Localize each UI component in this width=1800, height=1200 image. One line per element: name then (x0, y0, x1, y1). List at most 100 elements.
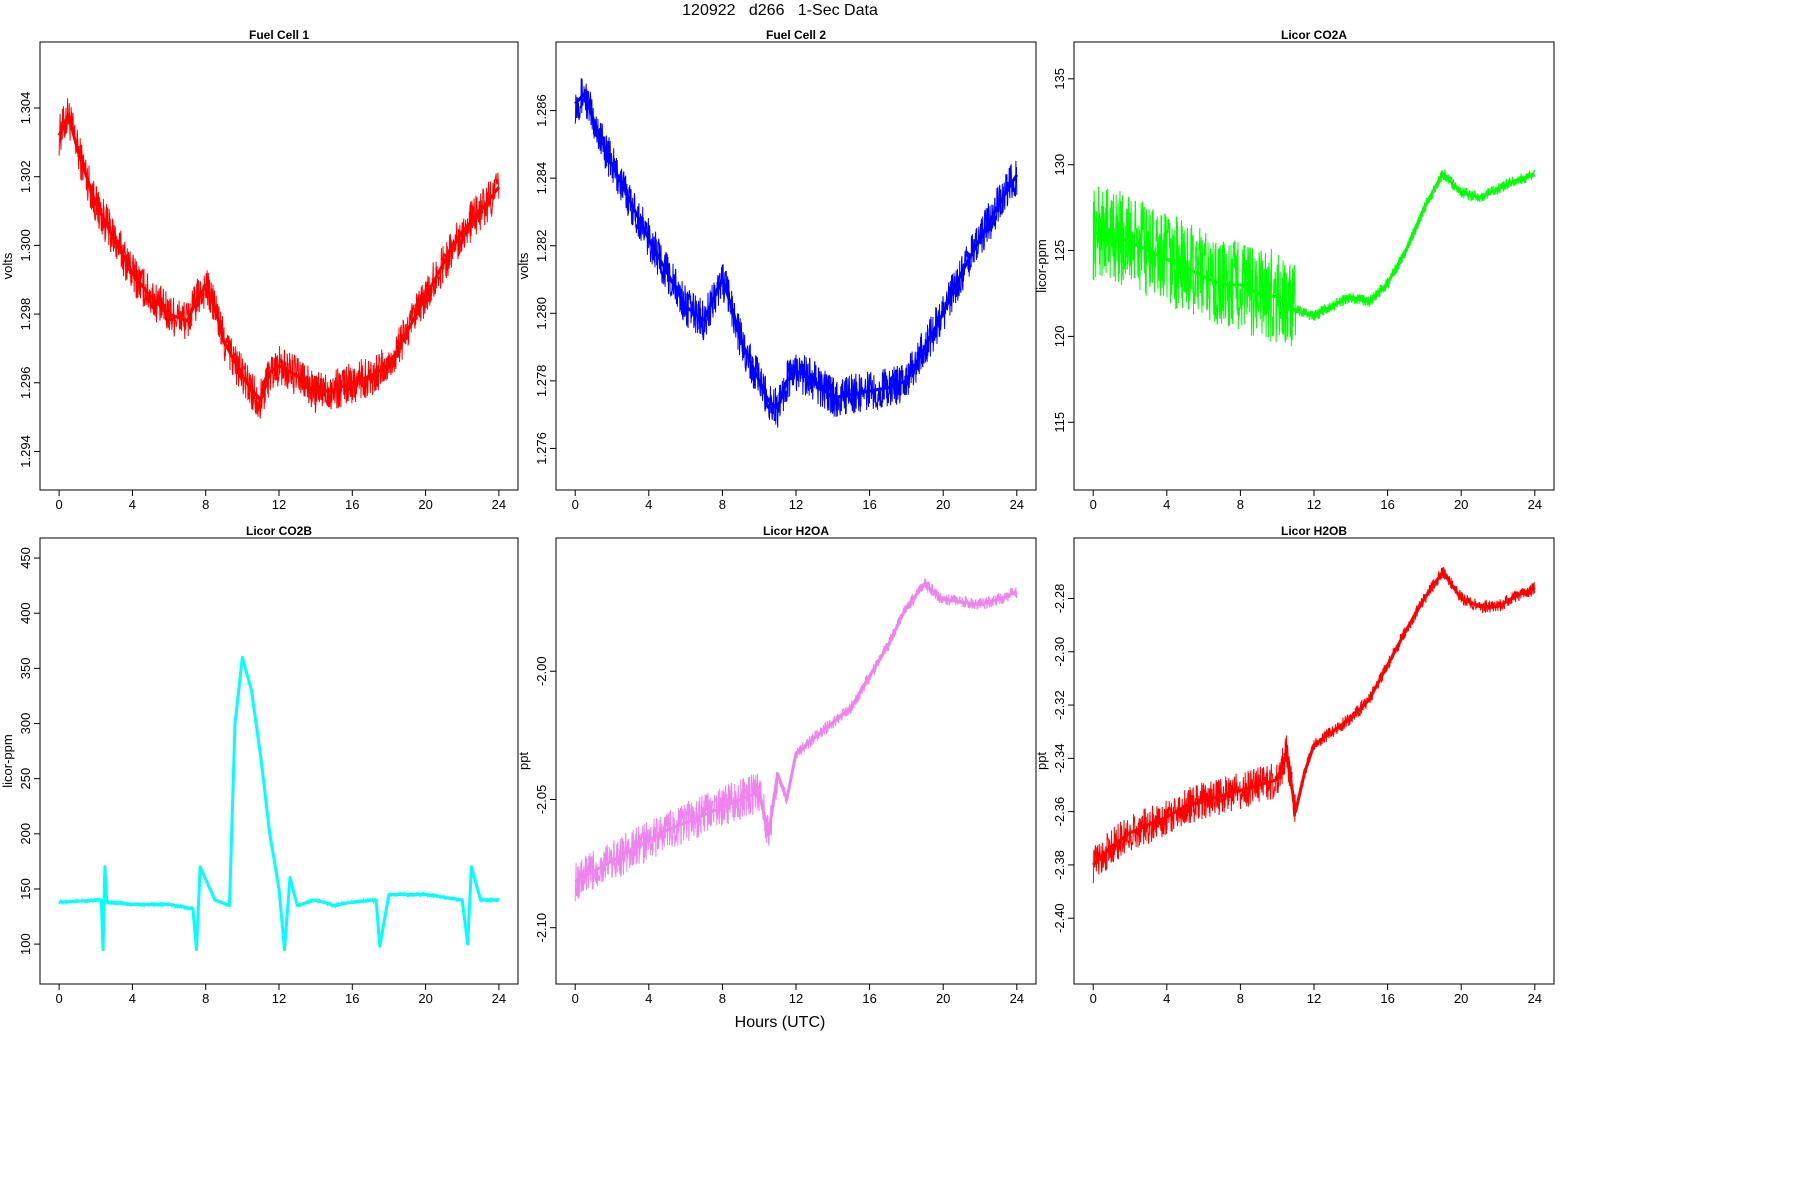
y-tick-label: -2.28 (1052, 584, 1067, 614)
y-tick-label: 1.282 (534, 229, 549, 262)
series-line (574, 78, 1018, 428)
x-tick-label: 24 (1528, 497, 1542, 512)
panel-title: Licor H2OB (1281, 524, 1347, 538)
y-tick-label: 1.280 (534, 297, 549, 330)
y-tick-label: 350 (18, 657, 33, 679)
x-tick-label: 8 (719, 497, 726, 512)
y-axis-label: licor-ppm (1034, 239, 1049, 292)
y-tick-label: 150 (18, 878, 33, 900)
y-tick-label: 135 (1052, 68, 1067, 90)
x-tick-label: 20 (936, 497, 950, 512)
y-tick-label: -2.32 (1052, 690, 1067, 720)
series-line (1092, 567, 1536, 884)
y-tick-label: -2.40 (1052, 903, 1067, 933)
y-tick-label: 450 (18, 547, 33, 569)
panel-4: Licor CO2B licor-ppm 0 4 8 12 16 20 24 100 150 200 2… (0, 524, 519, 1006)
y-tick-label: -2.00 (534, 656, 549, 686)
panel-title: Licor CO2A (1281, 28, 1347, 42)
x-tick-label: 16 (862, 991, 876, 1006)
x-tick-label: 16 (345, 991, 359, 1006)
y-tick-label: 120 (1052, 326, 1067, 348)
y-tick-label: 1.304 (18, 92, 33, 125)
y-tick-label: -2.10 (534, 913, 549, 943)
panel-frame (39, 537, 519, 985)
panel-title: Fuel Cell 1 (249, 28, 309, 42)
x-axis-label: Hours (UTC) (734, 1014, 826, 1031)
y-tick-label: -2.05 (534, 785, 549, 815)
y-axis-label: volts (516, 252, 531, 279)
panel-6: Licor H2OB ppt 0 4 8 12 16 20 24 -2.40 -2.38 -2.36 -… (1034, 524, 1555, 1006)
panel-3: Licor CO2A licor-ppm 0 4 8 12 16 20 24 115 120 125 1… (1034, 28, 1555, 512)
y-tick-label: 200 (18, 823, 33, 845)
x-tick-label: 0 (56, 991, 63, 1006)
x-tick-label: 0 (572, 497, 579, 512)
series-trend (1092, 570, 1536, 866)
x-tick-label: 16 (1380, 991, 1394, 1006)
x-tick-label: 12 (1307, 497, 1321, 512)
y-tick-label: 1.302 (18, 160, 33, 193)
y-axis-label: volts (0, 252, 15, 279)
x-tick-label: 4 (645, 991, 652, 1006)
x-tick-label: 8 (1237, 497, 1244, 512)
panel-title: Fuel Cell 2 (766, 28, 826, 42)
x-tick-label: 12 (272, 497, 286, 512)
series-trend (574, 92, 1019, 410)
y-tick-label: 400 (18, 602, 33, 624)
x-tick-label: 12 (272, 991, 286, 1006)
y-tick-label: 1.294 (18, 435, 33, 468)
series-line (58, 98, 500, 419)
y-tick-label: 1.300 (18, 229, 33, 262)
x-tick-label: 0 (56, 497, 63, 512)
y-axis-label: licor-ppm (0, 734, 15, 787)
series-trend (59, 655, 499, 952)
panel-title: Licor CO2B (246, 524, 312, 538)
series-line (1092, 169, 1535, 347)
x-tick-label: 12 (789, 497, 803, 512)
x-tick-label: 8 (202, 991, 209, 1006)
y-tick-label: 1.278 (534, 365, 549, 398)
x-tick-label: 16 (862, 497, 876, 512)
x-tick-label: 20 (1454, 991, 1468, 1006)
y-tick-label: -2.30 (1052, 637, 1067, 667)
y-tick-label: 300 (18, 713, 33, 735)
y-tick-label: 250 (18, 768, 33, 790)
x-tick-label: 20 (1454, 497, 1468, 512)
x-tick-label: 8 (1237, 991, 1244, 1006)
x-tick-label: 24 (1010, 497, 1024, 512)
series-trend (574, 582, 1018, 883)
panel-title: Licor H2OA (763, 524, 829, 538)
y-tick-label: 125 (1052, 240, 1067, 262)
x-tick-label: 24 (492, 991, 506, 1006)
y-tick-label: -2.36 (1052, 797, 1067, 827)
y-axis-label: ppt (516, 752, 531, 770)
x-tick-label: 0 (1090, 497, 1097, 512)
x-tick-label: 12 (1307, 991, 1321, 1006)
figure-title: 120922 d266 1-Sec Data (682, 2, 878, 19)
panel-1: Fuel Cell 1 volts 0 4 8 12 16 20 24 1.294 1.296 1.2… (0, 28, 519, 512)
series-trend (57, 113, 501, 402)
x-tick-label: 4 (129, 991, 136, 1006)
y-tick-label: -2.38 (1052, 850, 1067, 880)
y-tick-label: 1.286 (534, 94, 549, 127)
panel-2: Fuel Cell 2 volts 0 4 8 12 16 20 24 1.276 1.278 1.2… (516, 28, 1037, 512)
x-tick-label: 24 (492, 497, 506, 512)
y-axis-label: ppt (1034, 752, 1049, 770)
x-tick-label: 4 (1163, 497, 1170, 512)
y-tick-label: 1.276 (534, 432, 549, 465)
series-line (574, 578, 1018, 902)
y-tick-label: 130 (1052, 154, 1067, 176)
y-tick-label: 100 (18, 933, 33, 955)
x-tick-label: 0 (572, 991, 579, 1006)
panel-5: Licor H2OA ppt 0 4 8 12 16 20 24 -2.10 -2.05 -2.00 (516, 524, 1037, 1006)
x-tick-label: 20 (418, 991, 432, 1006)
x-tick-label: 16 (1380, 497, 1394, 512)
series-trend (1093, 171, 1536, 318)
x-tick-label: 12 (789, 991, 803, 1006)
x-tick-label: 4 (1163, 991, 1170, 1006)
y-tick-label: 115 (1052, 412, 1067, 433)
y-tick-label: 1.284 (534, 162, 549, 195)
x-tick-label: 24 (1528, 991, 1542, 1006)
x-tick-label: 4 (129, 497, 136, 512)
x-tick-label: 20 (418, 497, 432, 512)
